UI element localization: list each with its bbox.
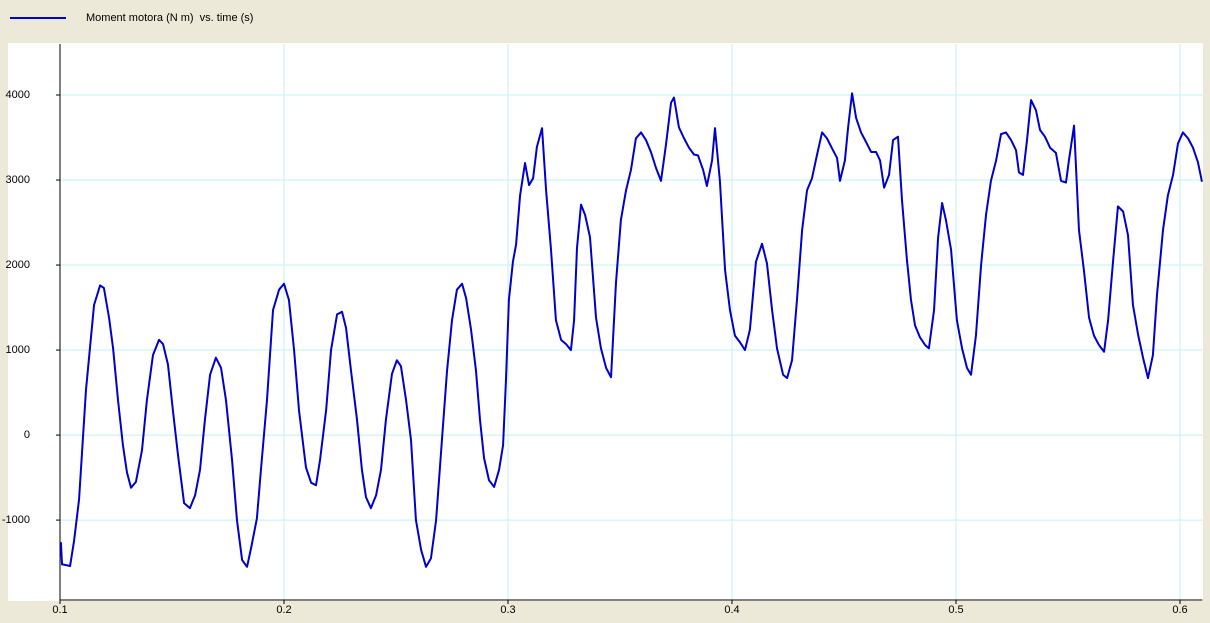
x-tick-label: 0.4	[724, 604, 739, 616]
x-tick-label: 0.1	[52, 604, 67, 616]
y-tick-label: 0	[24, 429, 30, 441]
x-tick-label: 0.2	[276, 604, 291, 616]
legend-label: Moment motora (N m) vs. time (s)	[86, 12, 253, 24]
x-tick-label: 0.6	[1172, 604, 1187, 616]
y-tick-label: -1000	[2, 514, 30, 526]
y-tick-label: 1000	[6, 344, 30, 356]
y-tick-label: 2000	[6, 259, 30, 271]
y-tick-label: 3000	[6, 174, 30, 186]
y-tick-label: 4000	[6, 89, 30, 101]
x-tick-label: 0.3	[500, 604, 515, 616]
plot-background	[8, 43, 1203, 601]
x-tick-label: 0.5	[948, 604, 963, 616]
data-line	[59, 92, 1203, 568]
